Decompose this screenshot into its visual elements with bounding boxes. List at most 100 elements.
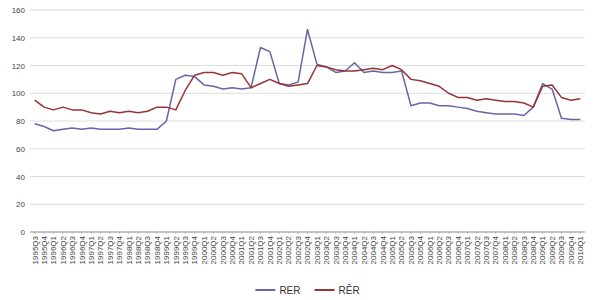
x-tick — [514, 232, 515, 234]
x-tick — [194, 232, 195, 234]
legend-item: RER — [255, 285, 300, 296]
legend-swatch — [315, 289, 335, 291]
x-tick-label: 2002Q2 — [284, 235, 293, 264]
x-tick-label: 2004Q1 — [350, 235, 359, 264]
x-tick-label: 1998Q2 — [134, 235, 143, 264]
legend-swatch — [255, 289, 275, 291]
x-axis: 1995Q31995Q41996Q11996Q21996Q31996Q41997… — [30, 232, 585, 264]
grid-line — [30, 121, 585, 122]
x-tick-label: 2006Q4 — [454, 235, 463, 264]
x-tick-label: 2005Q1 — [388, 235, 397, 264]
x-tick — [467, 232, 468, 234]
x-tick — [561, 232, 562, 234]
x-tick-label: 2008Q3 — [520, 235, 529, 264]
x-tick-label: 2003Q1 — [313, 235, 322, 264]
x-tick — [269, 232, 270, 234]
x-tick — [354, 232, 355, 234]
x-tick-label: 1996Q4 — [78, 235, 87, 264]
x-tick-label: 2003Q4 — [341, 235, 350, 264]
x-tick-label: 2007Q1 — [463, 235, 472, 264]
x-tick-label: 2001Q3 — [256, 235, 265, 264]
x-tick — [363, 232, 364, 234]
x-tick — [316, 232, 317, 234]
x-tick — [552, 232, 553, 234]
x-tick-label: 2005Q2 — [397, 235, 406, 264]
x-tick — [166, 232, 167, 234]
x-tick-label: 1998Q3 — [143, 235, 152, 264]
x-tick-label: 1997Q4 — [115, 235, 124, 264]
x-tick-label: 2002Q3 — [294, 235, 303, 264]
x-tick-label: 2008Q1 — [501, 235, 510, 264]
x-tick — [213, 232, 214, 234]
series-line — [35, 66, 581, 115]
x-tick — [109, 232, 110, 234]
x-tick-label: 2005Q4 — [416, 235, 425, 264]
x-tick-label: 2000Q1 — [200, 235, 209, 264]
x-tick-label: 2006Q1 — [426, 235, 435, 264]
x-tick-label: 1998Q1 — [125, 235, 134, 264]
y-tick-label: 60 — [16, 145, 25, 154]
x-tick — [72, 232, 73, 234]
x-tick-label: 1997Q1 — [87, 235, 96, 264]
x-tick-label: 2001Q4 — [266, 235, 275, 264]
x-tick-label: 2007Q4 — [491, 235, 500, 264]
x-tick-label: 1996Q1 — [49, 235, 58, 264]
x-tick-label: 2002Q1 — [275, 235, 284, 264]
x-tick — [260, 232, 261, 234]
x-tick — [486, 232, 487, 234]
x-tick-label: 2001Q2 — [247, 235, 256, 264]
y-tick-label: 160 — [12, 6, 26, 15]
x-tick — [533, 232, 534, 234]
x-tick — [335, 232, 336, 234]
x-tick — [232, 232, 233, 234]
x-tick — [382, 232, 383, 234]
grid-line — [30, 10, 585, 11]
x-tick — [53, 232, 54, 234]
x-tick — [100, 232, 101, 234]
x-tick — [523, 232, 524, 234]
x-tick-label: 2003Q3 — [332, 235, 341, 264]
x-tick — [185, 232, 186, 234]
x-tick-label: 2009Q1 — [538, 235, 547, 264]
x-tick-label: 2004Q3 — [369, 235, 378, 264]
x-tick-label: 2000Q2 — [209, 235, 218, 264]
x-tick — [279, 232, 280, 234]
x-tick-label: 2006Q3 — [444, 235, 453, 264]
x-tick-label: 2007Q2 — [473, 235, 482, 264]
x-tick-label: 1998Q4 — [153, 235, 162, 264]
legend: RER RÊR — [255, 284, 359, 296]
x-tick-label: 2009Q3 — [557, 235, 566, 264]
x-tick — [476, 232, 477, 234]
x-tick — [156, 232, 157, 234]
grid-line — [30, 93, 585, 94]
x-tick-label: 1996Q2 — [59, 235, 68, 264]
x-tick-label: 2007Q3 — [482, 235, 491, 264]
x-tick — [392, 232, 393, 234]
grid-line — [30, 204, 585, 205]
x-tick — [345, 232, 346, 234]
x-tick-label: 2004Q2 — [360, 235, 369, 264]
x-tick — [307, 232, 308, 234]
x-tick — [401, 232, 402, 234]
x-tick — [580, 232, 581, 234]
legend-label: RÊR — [339, 284, 360, 296]
x-tick-label: 2002Q4 — [303, 235, 312, 264]
x-tick — [241, 232, 242, 234]
x-tick-label: 2004Q4 — [379, 235, 388, 264]
grid-line — [30, 37, 585, 38]
x-tick — [542, 232, 543, 234]
x-tick-label: 1995Q3 — [31, 235, 40, 264]
x-tick — [91, 232, 92, 234]
x-tick — [62, 232, 63, 234]
series-line — [35, 29, 581, 130]
x-tick — [119, 232, 120, 234]
x-tick — [138, 232, 139, 234]
x-tick-label: 2008Q4 — [529, 235, 538, 264]
x-tick-label: 1999Q1 — [162, 235, 171, 264]
y-tick-label: 40 — [16, 173, 25, 182]
grid-line — [30, 148, 585, 149]
y-tick-label: 100 — [12, 89, 26, 98]
x-tick-label: 2009Q2 — [548, 235, 557, 264]
y-tick-label: 140 — [12, 34, 26, 43]
y-tick-label: 80 — [16, 117, 25, 126]
